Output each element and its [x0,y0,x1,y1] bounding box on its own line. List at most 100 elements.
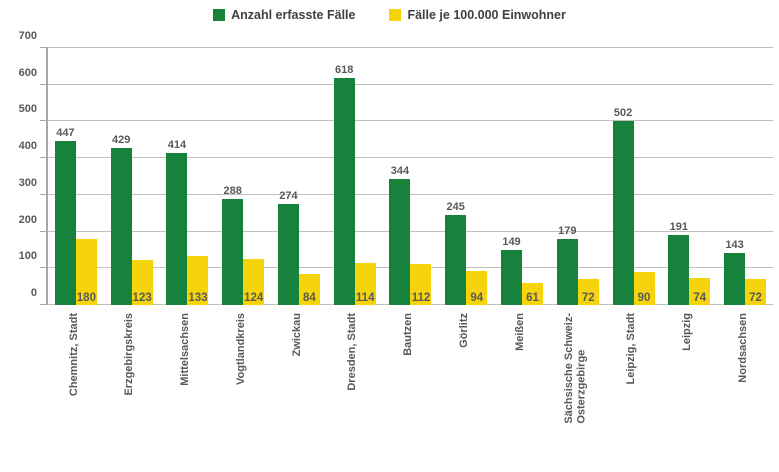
gridline-400 [48,157,773,159]
bar-group-9: 149 61 [494,48,550,305]
x-axis-label: Sächsische Schweiz- Osterzgebirge [563,313,588,424]
value-label: 114 [355,292,375,304]
bar-group-3: 414 133 [160,48,216,305]
y-axis-label-600: 600 [18,66,37,79]
legend-swatch-green-icon [213,9,226,21]
gridline-500 [48,120,773,122]
legend-item-anzahl-erfasste-faelle: Anzahl erfasste Fälle [213,8,355,22]
bar-rate-9: 61 [522,282,543,305]
gridline-300 [48,193,773,195]
value-label: 245 [446,201,465,214]
value-label: 414 [167,139,187,152]
bar-rate-11: 90 [633,271,655,305]
bar-rate-6: 114 [354,263,376,305]
legend-label-faelle-je-100000-einwohner: Fälle je 100.000 Einwohner [407,8,566,22]
bar-groups: 447 180 429 123 414 133 288 124 274 84 618 114 344 11… [48,48,773,305]
bar-anzahl-faelle-5: 274 [277,190,299,305]
y-axis-label-0: 0 [30,287,37,299]
x-axis-label-cell-3: Mittelsachsen [158,313,214,468]
y-axis-label-700: 700 [18,30,37,42]
y-tick-mark-400 [40,157,48,159]
x-axis-label-cell-12: Leipzig [659,313,715,468]
value-label: 61 [526,292,539,304]
bar-group-4: 288 124 [215,48,271,305]
x-axis-label-cell-13: Nordsachsen [715,313,771,468]
y-axis-label-400: 400 [18,140,37,153]
value-label: 72 [749,292,762,304]
x-axis-labels: Chemnitz, Stadt Erzgebirgskreis Mittelsach… [46,313,771,468]
bar-anzahl-faelle-2: 429 [110,134,132,305]
y-axis-label-500: 500 [18,103,37,116]
bar-rate-13: 72 [745,278,767,305]
value-label: 124 [244,292,264,304]
y-tick-mark-100 [40,267,48,269]
x-axis-label: Chemnitz, Stadt [67,313,80,397]
bar-anzahl-faelle-12: 191 [668,221,690,305]
y-axis-label-200: 200 [18,213,37,226]
value-label: 618 [335,64,354,77]
bar-group-1: 447 180 [48,48,104,305]
x-axis-label: Leipzig [680,313,693,351]
y-tick-mark-600 [40,83,48,85]
bar-anzahl-faelle-4: 288 [222,185,244,305]
chart-legend: Anzahl erfasste Fälle Fälle je 100.000 E… [0,8,779,22]
value-label: 429 [111,133,131,146]
bar-anzahl-faelle-10: 179 [556,225,578,305]
value-label: 149 [502,236,521,249]
bar-group-2: 429 123 [104,48,160,305]
legend-label-anzahl-erfasste-faelle: Anzahl erfasste Fälle [231,8,356,22]
y-tick-mark-200 [40,230,48,232]
x-axis-label-cell-4: Vogtlandkreis [213,313,269,468]
value-label: 502 [613,106,633,119]
bar-group-12: 191 74 [661,48,717,305]
y-tick-mark-500 [40,120,48,122]
x-axis-label-cell-1: Chemnitz, Stadt [46,313,102,468]
y-tick-mark-0 [40,304,48,305]
x-axis-label-cell-5: Zwickau [269,313,325,468]
bar-rate-2: 123 [131,259,153,305]
bar-rate-8: 94 [466,270,488,305]
y-axis-label-300: 300 [18,176,37,189]
bar-rate-4: 124 [243,259,265,305]
bar-anzahl-faelle-1: 447 [54,127,76,305]
x-axis-label: Vogtlandkreis [234,313,247,385]
value-label: 447 [56,126,75,139]
value-label: 112 [411,292,431,304]
bar-rate-7: 112 [410,263,432,305]
x-axis-label: Erzgebirgskreis [123,313,136,396]
bar-anzahl-faelle-7: 344 [389,165,411,305]
y-tick-mark-700 [40,47,48,48]
y-tick-mark-300 [40,193,48,195]
x-axis-label-cell-9: Meißen [492,313,548,468]
x-axis-label-cell-2: Erzgebirgskreis [102,313,158,468]
value-label: 180 [76,292,96,304]
bar-rate-5: 84 [298,274,320,305]
y-axis-label-100: 100 [18,250,37,263]
value-label: 179 [558,225,577,238]
bar-group-13: 143 72 [717,48,773,305]
bar-anzahl-faelle-6: 618 [333,64,355,305]
value-label: 344 [390,164,410,177]
x-axis-label: Bautzen [402,313,415,356]
value-label: 123 [132,292,152,304]
x-axis-label-cell-6: Dresden, Stadt [325,313,381,468]
legend-item-faelle-je-100000-einwohner: Fälle je 100.000 Einwohner [389,8,566,22]
x-axis-label: Mittelsachsen [179,313,192,386]
x-axis-label: Dresden, Stadt [346,313,359,391]
value-label: 288 [223,185,242,198]
gridline-600 [48,83,773,85]
bar-anzahl-faelle-9: 149 [501,236,522,305]
x-axis-label: Zwickau [290,313,303,357]
bar-rate-10: 72 [577,278,599,305]
bar-group-5: 274 84 [271,48,327,305]
bar-rate-1: 180 [75,238,97,305]
gridline-200 [48,230,773,232]
value-label: 133 [188,292,208,304]
x-axis-label-cell-7: Bautzen [381,313,437,468]
bar-group-6: 618 114 [327,48,383,305]
value-label: 143 [725,238,744,251]
bar-rate-12: 74 [689,277,711,305]
x-axis-label: Leipzig, Stadt [625,313,638,385]
value-label: 274 [279,190,298,203]
